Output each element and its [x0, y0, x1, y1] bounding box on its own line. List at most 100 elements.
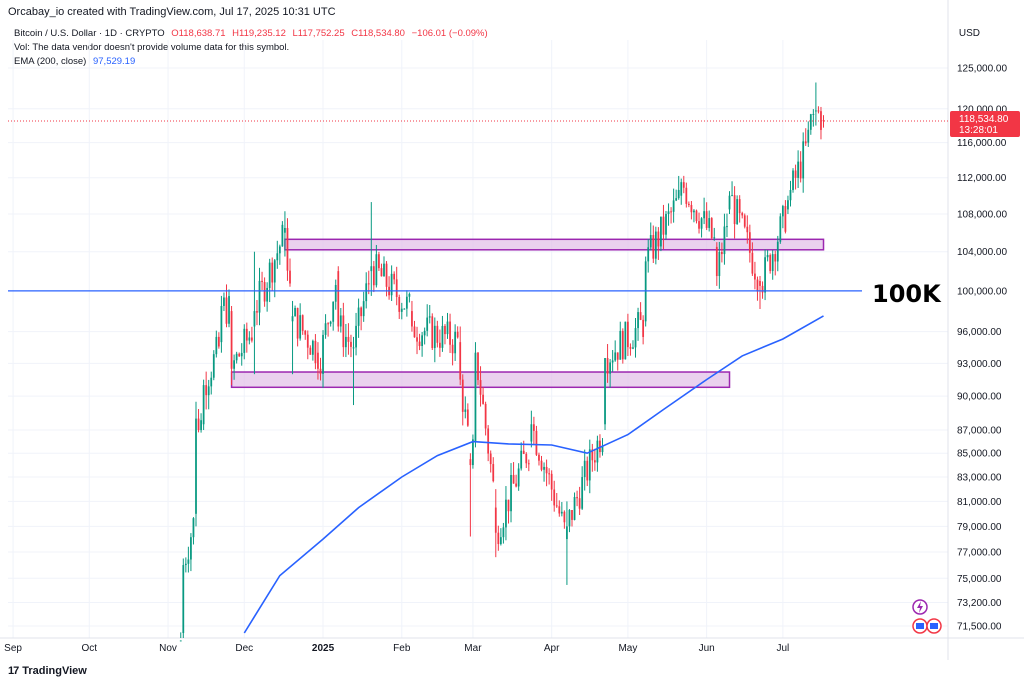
- candle-body: [212, 354, 215, 378]
- candle-body: [238, 353, 241, 357]
- candle-body: [477, 352, 479, 381]
- candle-body: [362, 301, 365, 317]
- candle-body: [672, 200, 675, 212]
- candle-body: [581, 477, 584, 509]
- legend-symbol[interactable]: Bitcoin / U.S. Dollar · 1D · CRYPTO: [14, 28, 165, 39]
- candle-body: [695, 210, 698, 222]
- candle-body: [281, 224, 284, 247]
- candle-body: [342, 315, 345, 348]
- candle-body: [787, 200, 789, 210]
- candle-body: [505, 499, 507, 528]
- candle-body: [261, 280, 263, 283]
- candle-body: [822, 120, 825, 122]
- candle-body: [294, 307, 296, 317]
- currency-label[interactable]: USD: [958, 28, 980, 39]
- x-axis[interactable]: Sep Oct Nov Dec 2025 Feb Mar Apr May Jun Jul: [4, 643, 789, 654]
- candle-body: [566, 526, 568, 540]
- candle-body: [548, 473, 551, 475]
- candle-body: [393, 273, 396, 280]
- candle-body: [187, 559, 190, 564]
- candle-body: [769, 255, 772, 272]
- price-badge-value: 118,534.80: [959, 114, 1009, 125]
- candle-body: [192, 518, 195, 538]
- candle-body: [654, 231, 657, 259]
- legend-row-ema: EMA (200, close) 97,529.19: [14, 55, 488, 69]
- candles: [179, 82, 825, 642]
- candle-body: [670, 211, 672, 213]
- candle-body: [472, 439, 474, 466]
- candle-body: [563, 511, 566, 523]
- candle-body: [489, 453, 492, 465]
- candle-body: [632, 347, 634, 349]
- candle-body: [484, 403, 487, 429]
- candle-body: [733, 195, 736, 225]
- candle-body: [540, 460, 543, 470]
- candle-body: [433, 325, 436, 349]
- candle-body: [642, 319, 645, 337]
- x-tick-label: Jun: [699, 643, 715, 654]
- candle-body: [535, 430, 538, 455]
- candle-body: [797, 161, 799, 178]
- zone-rect-0: [284, 238, 825, 251]
- candle-body: [451, 344, 454, 354]
- candle-body: [614, 352, 617, 361]
- candle-body: [200, 420, 202, 431]
- y-axis[interactable]: 125,000.00 120,000.00 116,000.00 112,000.00…: [950, 64, 1020, 633]
- candle-body: [408, 293, 411, 297]
- candle-body: [210, 377, 213, 387]
- candle-body: [197, 418, 200, 431]
- lightning-icon-glyph: [917, 601, 923, 613]
- y-tick-label: 79,000.00: [957, 522, 1002, 533]
- candle-body: [266, 287, 269, 302]
- candle-body: [731, 195, 733, 197]
- candle-body: [634, 328, 637, 348]
- candle-body: [667, 211, 670, 214]
- candle-body: [627, 321, 629, 348]
- candle-body: [332, 301, 335, 322]
- candle-body: [190, 537, 192, 560]
- candle-body: [764, 257, 766, 293]
- candle-body: [441, 325, 444, 348]
- candle-body: [296, 307, 299, 339]
- candle-body: [352, 347, 355, 349]
- candle-body: [748, 232, 751, 253]
- candle-body: [339, 315, 342, 327]
- candle-body: [815, 110, 817, 112]
- candle-body: [367, 283, 370, 285]
- candle-body: [365, 283, 368, 302]
- candle-body: [596, 440, 599, 463]
- annotation-100k: 100K: [872, 280, 942, 308]
- y-tick-label: 116,000.00: [957, 138, 1007, 149]
- y-tick-label: 87,000.00: [957, 426, 1002, 437]
- candle-body: [774, 254, 777, 262]
- legend-ema-label[interactable]: EMA (200, close): [14, 56, 87, 67]
- x-tick-label: Sep: [4, 643, 22, 654]
- candle-body: [545, 466, 548, 474]
- candle-body: [558, 506, 561, 514]
- candle-body: [690, 204, 693, 213]
- candle-body: [619, 330, 622, 360]
- candle-body: [599, 440, 601, 453]
- candle-body: [652, 235, 655, 259]
- flag-icon: [916, 623, 924, 629]
- candle-body: [360, 307, 363, 317]
- y-tick-label: 104,000.00: [957, 247, 1007, 258]
- candle-body: [223, 297, 225, 306]
- legend-close: C118,534.80: [351, 28, 405, 39]
- candle-body: [530, 424, 533, 442]
- legend-open: O118,638.71: [171, 28, 226, 39]
- y-tick-label: 108,000.00: [957, 210, 1007, 221]
- tradingview-logo[interactable]: 17 TradingView: [8, 665, 87, 677]
- candle-body: [543, 466, 545, 470]
- candle-body: [357, 307, 360, 326]
- legend-row-ohlc: Bitcoin / U.S. Dollar · 1D · CRYPTO O118…: [14, 27, 488, 41]
- grid-lines: [0, 0, 1024, 660]
- candle-body: [479, 380, 482, 395]
- candle-body: [449, 321, 451, 345]
- x-tick-label: Nov: [159, 643, 177, 654]
- candle-body: [240, 352, 243, 357]
- candle-body: [256, 311, 258, 313]
- x-tick-label: Dec: [235, 643, 253, 654]
- candle-body: [278, 246, 281, 254]
